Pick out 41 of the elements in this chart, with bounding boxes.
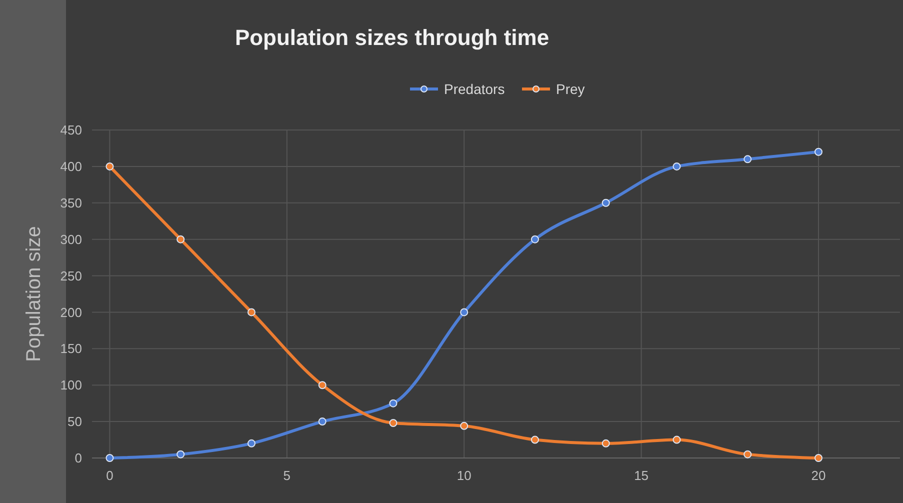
y-tick-label: 100 — [60, 378, 82, 393]
y-tick-label: 300 — [60, 232, 82, 247]
point — [602, 439, 610, 448]
point — [247, 308, 256, 316]
point — [318, 418, 326, 426]
legend-label: Prey — [556, 80, 585, 97]
point — [602, 198, 610, 207]
point — [389, 399, 398, 408]
point — [672, 436, 681, 444]
point — [530, 235, 539, 244]
point — [106, 454, 114, 462]
legend-label: Predators — [444, 80, 505, 97]
y-tick-label: 50 — [68, 414, 82, 430]
y-tick-label: 350 — [60, 195, 82, 210]
x-tick-label: 15 — [634, 468, 649, 483]
point — [389, 419, 398, 428]
y-tick-label: 0 — [74, 450, 82, 466]
y-tick-label: 450 — [60, 122, 82, 138]
point — [530, 436, 539, 444]
chart-title: Population sizes through time — [234, 25, 550, 50]
point — [460, 308, 468, 316]
x-tick-label: 20 — [811, 468, 826, 483]
point — [672, 162, 681, 170]
y-tick-label: 200 — [60, 304, 82, 320]
y-tick-label: 400 — [60, 158, 82, 174]
x-tick-label: 10 — [456, 468, 472, 483]
point — [814, 454, 822, 462]
y-tick-label: 150 — [60, 341, 82, 356]
point — [176, 235, 185, 244]
x-tick-label: 5 — [283, 468, 291, 483]
point — [460, 422, 468, 430]
point — [106, 162, 114, 170]
point — [176, 450, 185, 458]
point — [814, 148, 822, 156]
y-tick-label: 250 — [60, 268, 82, 284]
x-tick-label: 0 — [106, 468, 114, 483]
y-axis-title: Population size — [23, 226, 45, 362]
point — [247, 439, 256, 448]
point — [744, 450, 752, 458]
point — [318, 381, 326, 390]
point — [744, 155, 752, 164]
